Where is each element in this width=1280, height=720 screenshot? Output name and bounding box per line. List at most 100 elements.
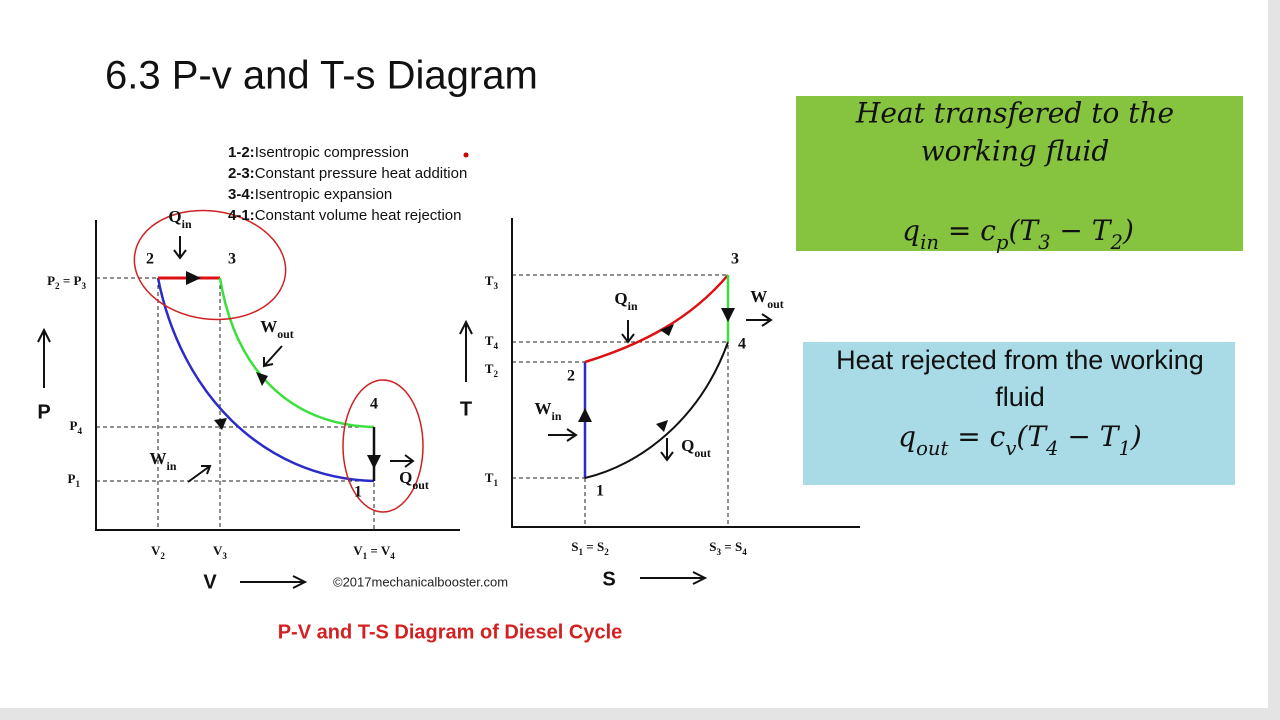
y-tick-label-part: T (485, 470, 494, 485)
x-tick-label-part: 1 (363, 551, 368, 561)
state-label: 3 (731, 251, 739, 268)
energy-label-part: in (167, 459, 177, 473)
formula-part: ) (1130, 420, 1142, 453)
energy-label-part: out (694, 446, 711, 460)
state-label: 4 (738, 336, 746, 353)
formula-part: 3 (1038, 231, 1050, 254)
energy-label-part: W (535, 399, 552, 418)
annotation-circle (133, 209, 287, 321)
x-tick-label: V1 = V4 (353, 543, 395, 561)
arrowhead (214, 418, 227, 430)
pv-expansion (218, 277, 375, 429)
y-tick-label-part: 3 (493, 281, 498, 291)
y-tick-label: T4 (485, 333, 499, 351)
formula-part: out (916, 437, 948, 460)
y-tick-label-part: 1 (75, 479, 80, 489)
state-label: 4 (370, 396, 378, 413)
formula-part: p (996, 231, 1009, 254)
x-tick-label-part: = S (583, 539, 604, 554)
x-tick-label-part: 4 (742, 547, 747, 557)
y-tick-label-part: P (68, 471, 76, 486)
energy-label-part: out (277, 327, 294, 341)
y-tick-label-part: 1 (493, 478, 498, 488)
slide-title: 6.3 P-v and T-s Diagram (105, 54, 538, 98)
pv-guides (96, 277, 375, 530)
credit: ©2017mechanicalbooster.com (333, 574, 508, 589)
energy-label: Wout (750, 287, 784, 311)
legend-item: 1-2:Isentropic compression (228, 144, 409, 161)
energy-label-part: in (182, 217, 192, 231)
y-axis-label: P (37, 401, 50, 423)
axis-arrows (37, 327, 308, 589)
formula-part: v (1005, 437, 1016, 460)
x-tick-label-part: 2 (160, 551, 165, 561)
legend-text: Constant pressure heat addition (255, 165, 468, 182)
x-tick-label-part: 3 (717, 547, 722, 557)
x-axis-label: S (602, 568, 615, 590)
legend-text: Isentropic expansion (255, 186, 393, 203)
arrowhead (186, 271, 201, 285)
heat-out-box (803, 342, 1235, 485)
x-tick-label-part: 4 (390, 551, 395, 561)
energy-label: Qout (399, 468, 429, 492)
ts-axes (511, 218, 860, 528)
legend-item: 3-4:Isentropic expansion (228, 186, 392, 203)
energy-label-part: W (750, 287, 767, 306)
annotation-circle (342, 379, 424, 513)
legend-key: 4-1: (228, 207, 255, 224)
y-tick-label-part: 2 (493, 369, 498, 379)
energy-label: Win (535, 399, 562, 423)
y-tick-label-part: 2 (55, 281, 60, 291)
formula-part: = c (948, 420, 1005, 453)
formula-part: = c (939, 214, 996, 247)
energy-label: Qin (168, 207, 192, 231)
legend-key: 3-4: (228, 186, 255, 203)
box-line: working fluid (921, 135, 1110, 168)
dot (463, 152, 469, 158)
x-tick-label-part: 2 (604, 547, 609, 557)
energy-label-part: in (628, 299, 638, 313)
formula-part: q (898, 420, 916, 453)
y-tick-label-part: 4 (493, 341, 498, 351)
ts-heat-reject (584, 341, 729, 479)
arrowhead (656, 420, 668, 432)
energy-label-part: Q (681, 436, 694, 455)
flow-arrows (173, 236, 415, 483)
energy-label-part: Q (399, 468, 412, 487)
state-label: 3 (228, 251, 236, 268)
ts-guides (512, 274, 729, 527)
legend-key: 1-2: (228, 144, 255, 161)
formula-part: 4 (1045, 437, 1058, 460)
x-tick-label-part: S (709, 539, 716, 554)
arrowhead (367, 455, 381, 469)
x-tick-label: V3 (213, 543, 227, 561)
formula-part: − T (1059, 420, 1121, 453)
arrowhead (578, 408, 592, 422)
x-tick-label-part: 3 (222, 551, 227, 561)
x-tick-label: S3 = S4 (709, 539, 747, 557)
formula-part: q (902, 214, 920, 247)
y-tick-label: P1 (68, 471, 81, 489)
y-tick-label-part: P (47, 273, 55, 288)
pv-compression (156, 277, 375, 483)
caption: P-V and T-S Diagram of Diesel Cycle (278, 621, 623, 643)
box-line: fluid (995, 382, 1045, 412)
energy-label-part: out (412, 478, 429, 492)
legend-text: Constant volume heat rejection (255, 207, 462, 224)
state-label: 2 (146, 251, 154, 268)
formula-part: 1 (1118, 437, 1130, 460)
y-tick-label-part: T (485, 273, 494, 288)
y-tick-label-part: T (485, 333, 494, 348)
energy-label: Wout (260, 317, 294, 341)
y-tick-label: P4 (70, 418, 83, 436)
formula-part: − T (1051, 214, 1113, 247)
y-tick-label: T2 (485, 361, 499, 379)
x-axis-label: V (203, 571, 217, 593)
y-axis-label: T (460, 398, 472, 420)
arrowhead (660, 324, 674, 336)
y-tick-label-part: = P (60, 273, 82, 288)
y-tick-label-part: T (485, 361, 494, 376)
x-tick-label-part: V (213, 543, 223, 558)
legend-text: Isentropic compression (255, 144, 409, 161)
